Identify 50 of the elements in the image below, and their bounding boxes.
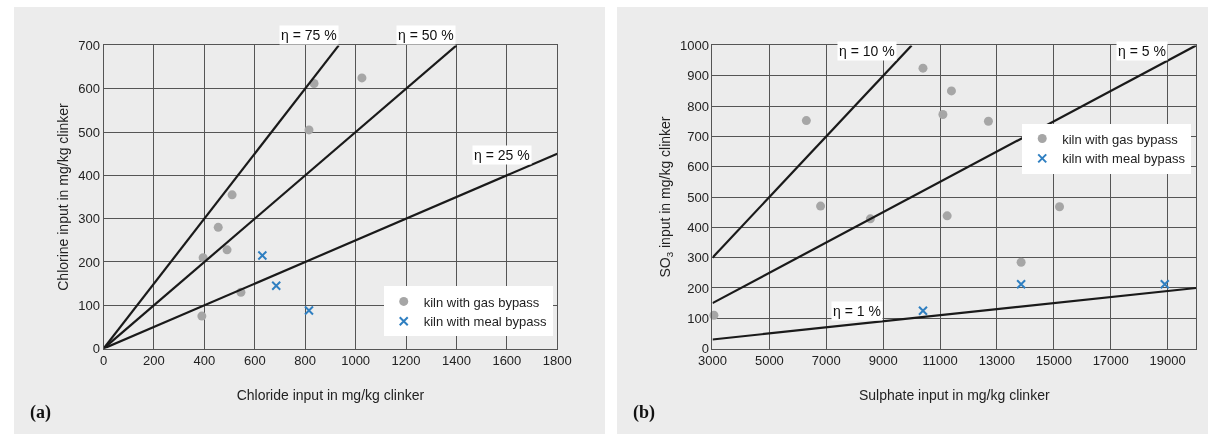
- annotation: η = 10 %: [839, 43, 895, 59]
- y-tick-label: 1000: [679, 37, 709, 53]
- y-tick-label: 200: [78, 254, 100, 270]
- y-tick-label: 100: [78, 297, 100, 313]
- legend-label: kiln with gas bypass: [1062, 131, 1179, 147]
- x-axis-title: Chloride input in mg/kg clinker: [236, 386, 425, 403]
- x-tick-label: 17000: [1092, 353, 1129, 369]
- x-tick-label: 5000: [754, 353, 784, 369]
- y-tick-label: 800: [687, 98, 709, 114]
- annotation: η = 5 %: [1118, 43, 1166, 59]
- x-tick-label: 1400: [441, 353, 471, 369]
- x-tick-label: 1200: [391, 353, 421, 369]
- y-tick-label: 100: [687, 310, 709, 326]
- legend-label: kiln with gas bypass: [423, 294, 540, 310]
- y-tick-label: 900: [687, 68, 709, 84]
- y-axis-title: Chlorine input in mg/kg clinker: [54, 102, 71, 291]
- x-tick-label: 15000: [1035, 353, 1072, 369]
- x-tick-label: 7000: [811, 353, 841, 369]
- x-tick-label: 9000: [868, 353, 898, 369]
- y-tick-label: 600: [687, 159, 709, 175]
- y-tick-label: 500: [687, 189, 709, 205]
- y-tick-label: 700: [687, 128, 709, 144]
- x-tick-label: 600: [243, 353, 266, 369]
- y-tick-label: 300: [78, 211, 100, 227]
- y-tick-label: 400: [78, 167, 100, 183]
- y-tick-label: 600: [78, 81, 100, 97]
- x-axis-title: Sulphate input in mg/kg clinker: [858, 386, 1050, 403]
- y-tick-label: 400: [687, 219, 709, 235]
- x-tick-label: 1800: [542, 353, 572, 369]
- x-tick-label: 800: [294, 353, 317, 369]
- annotation: η = 25 %: [474, 147, 530, 163]
- y-tick-label: 200: [687, 280, 709, 296]
- legend-label: kiln with meal bypass: [1062, 151, 1186, 167]
- annotation: η = 1 %: [833, 303, 881, 319]
- x-tick-label: 1600: [492, 353, 522, 369]
- x-tick-label: 19000: [1149, 353, 1186, 369]
- y-tick-label: 300: [687, 250, 709, 266]
- annotation: η = 75 %: [281, 27, 337, 43]
- annotation: η = 50 %: [398, 27, 454, 43]
- x-tick-label: 1000: [341, 353, 371, 369]
- y-tick-label: 700: [78, 37, 100, 53]
- text: (a): [30, 402, 51, 423]
- x-tick-label: 11000: [922, 353, 958, 369]
- legend-label: kiln with meal bypass: [423, 314, 548, 330]
- y-tick-label: 0: [92, 341, 100, 357]
- x-tick-label: 200: [143, 353, 165, 369]
- x-tick-label: 13000: [978, 353, 1016, 369]
- y-tick-label: 500: [78, 124, 100, 140]
- x-tick-label: 400: [193, 353, 216, 369]
- text: (b): [633, 402, 655, 423]
